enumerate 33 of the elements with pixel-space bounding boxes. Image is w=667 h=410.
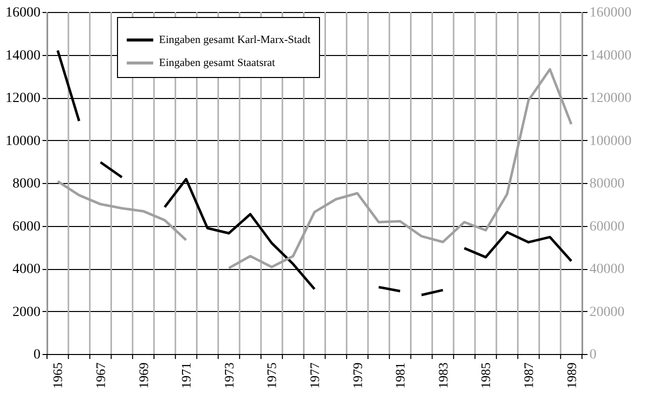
y-tick-label: 8000	[12, 176, 40, 192]
y2-tick-label: 20000	[590, 304, 624, 320]
x-tick-label: 1985	[478, 362, 494, 388]
x-tick-label: 1987	[521, 362, 536, 388]
y-tick-label: 16000	[6, 6, 40, 20]
x-tick-label: 1981	[392, 362, 408, 388]
y2-tick-label: 80000	[590, 176, 624, 192]
x-tick-label: 1965	[50, 362, 66, 388]
y2-tick-label: 140000	[590, 48, 632, 64]
y-tick-label: 6000	[12, 219, 40, 234]
y-tick-label: 2000	[12, 304, 40, 320]
y2-tick-label: 160000	[590, 6, 632, 20]
x-tick-label: 1975	[264, 362, 280, 388]
y2-tick-label: 40000	[590, 262, 624, 277]
y-tick-label: 10000	[6, 134, 40, 149]
legend-label: Eingaben gesamt Staatsrat	[159, 57, 276, 69]
legend-label: Eingaben gesamt Karl-Marx-Stadt	[159, 34, 311, 46]
y-tick-label: 14000	[6, 48, 40, 64]
x-tick-label: 1971	[178, 362, 194, 388]
x-tick-label: 1989	[564, 362, 579, 388]
y2-tick-label: 0	[590, 348, 596, 362]
x-tick-label: 1969	[136, 362, 151, 388]
x-tick-label: 1983	[435, 362, 450, 388]
x-tick-label: 1973	[221, 362, 236, 388]
y2-tick-label: 120000	[590, 91, 632, 106]
y2-tick-label: 100000	[590, 134, 632, 149]
y-tick-label: 4000	[12, 262, 40, 277]
y2-tick-label: 60000	[590, 219, 624, 234]
x-tick-label: 1967	[93, 362, 108, 388]
y-tick-label: 12000	[6, 91, 40, 106]
x-tick-label: 1979	[350, 362, 365, 388]
y-tick-label: 0	[34, 348, 40, 362]
x-tick-label: 1977	[307, 362, 322, 388]
